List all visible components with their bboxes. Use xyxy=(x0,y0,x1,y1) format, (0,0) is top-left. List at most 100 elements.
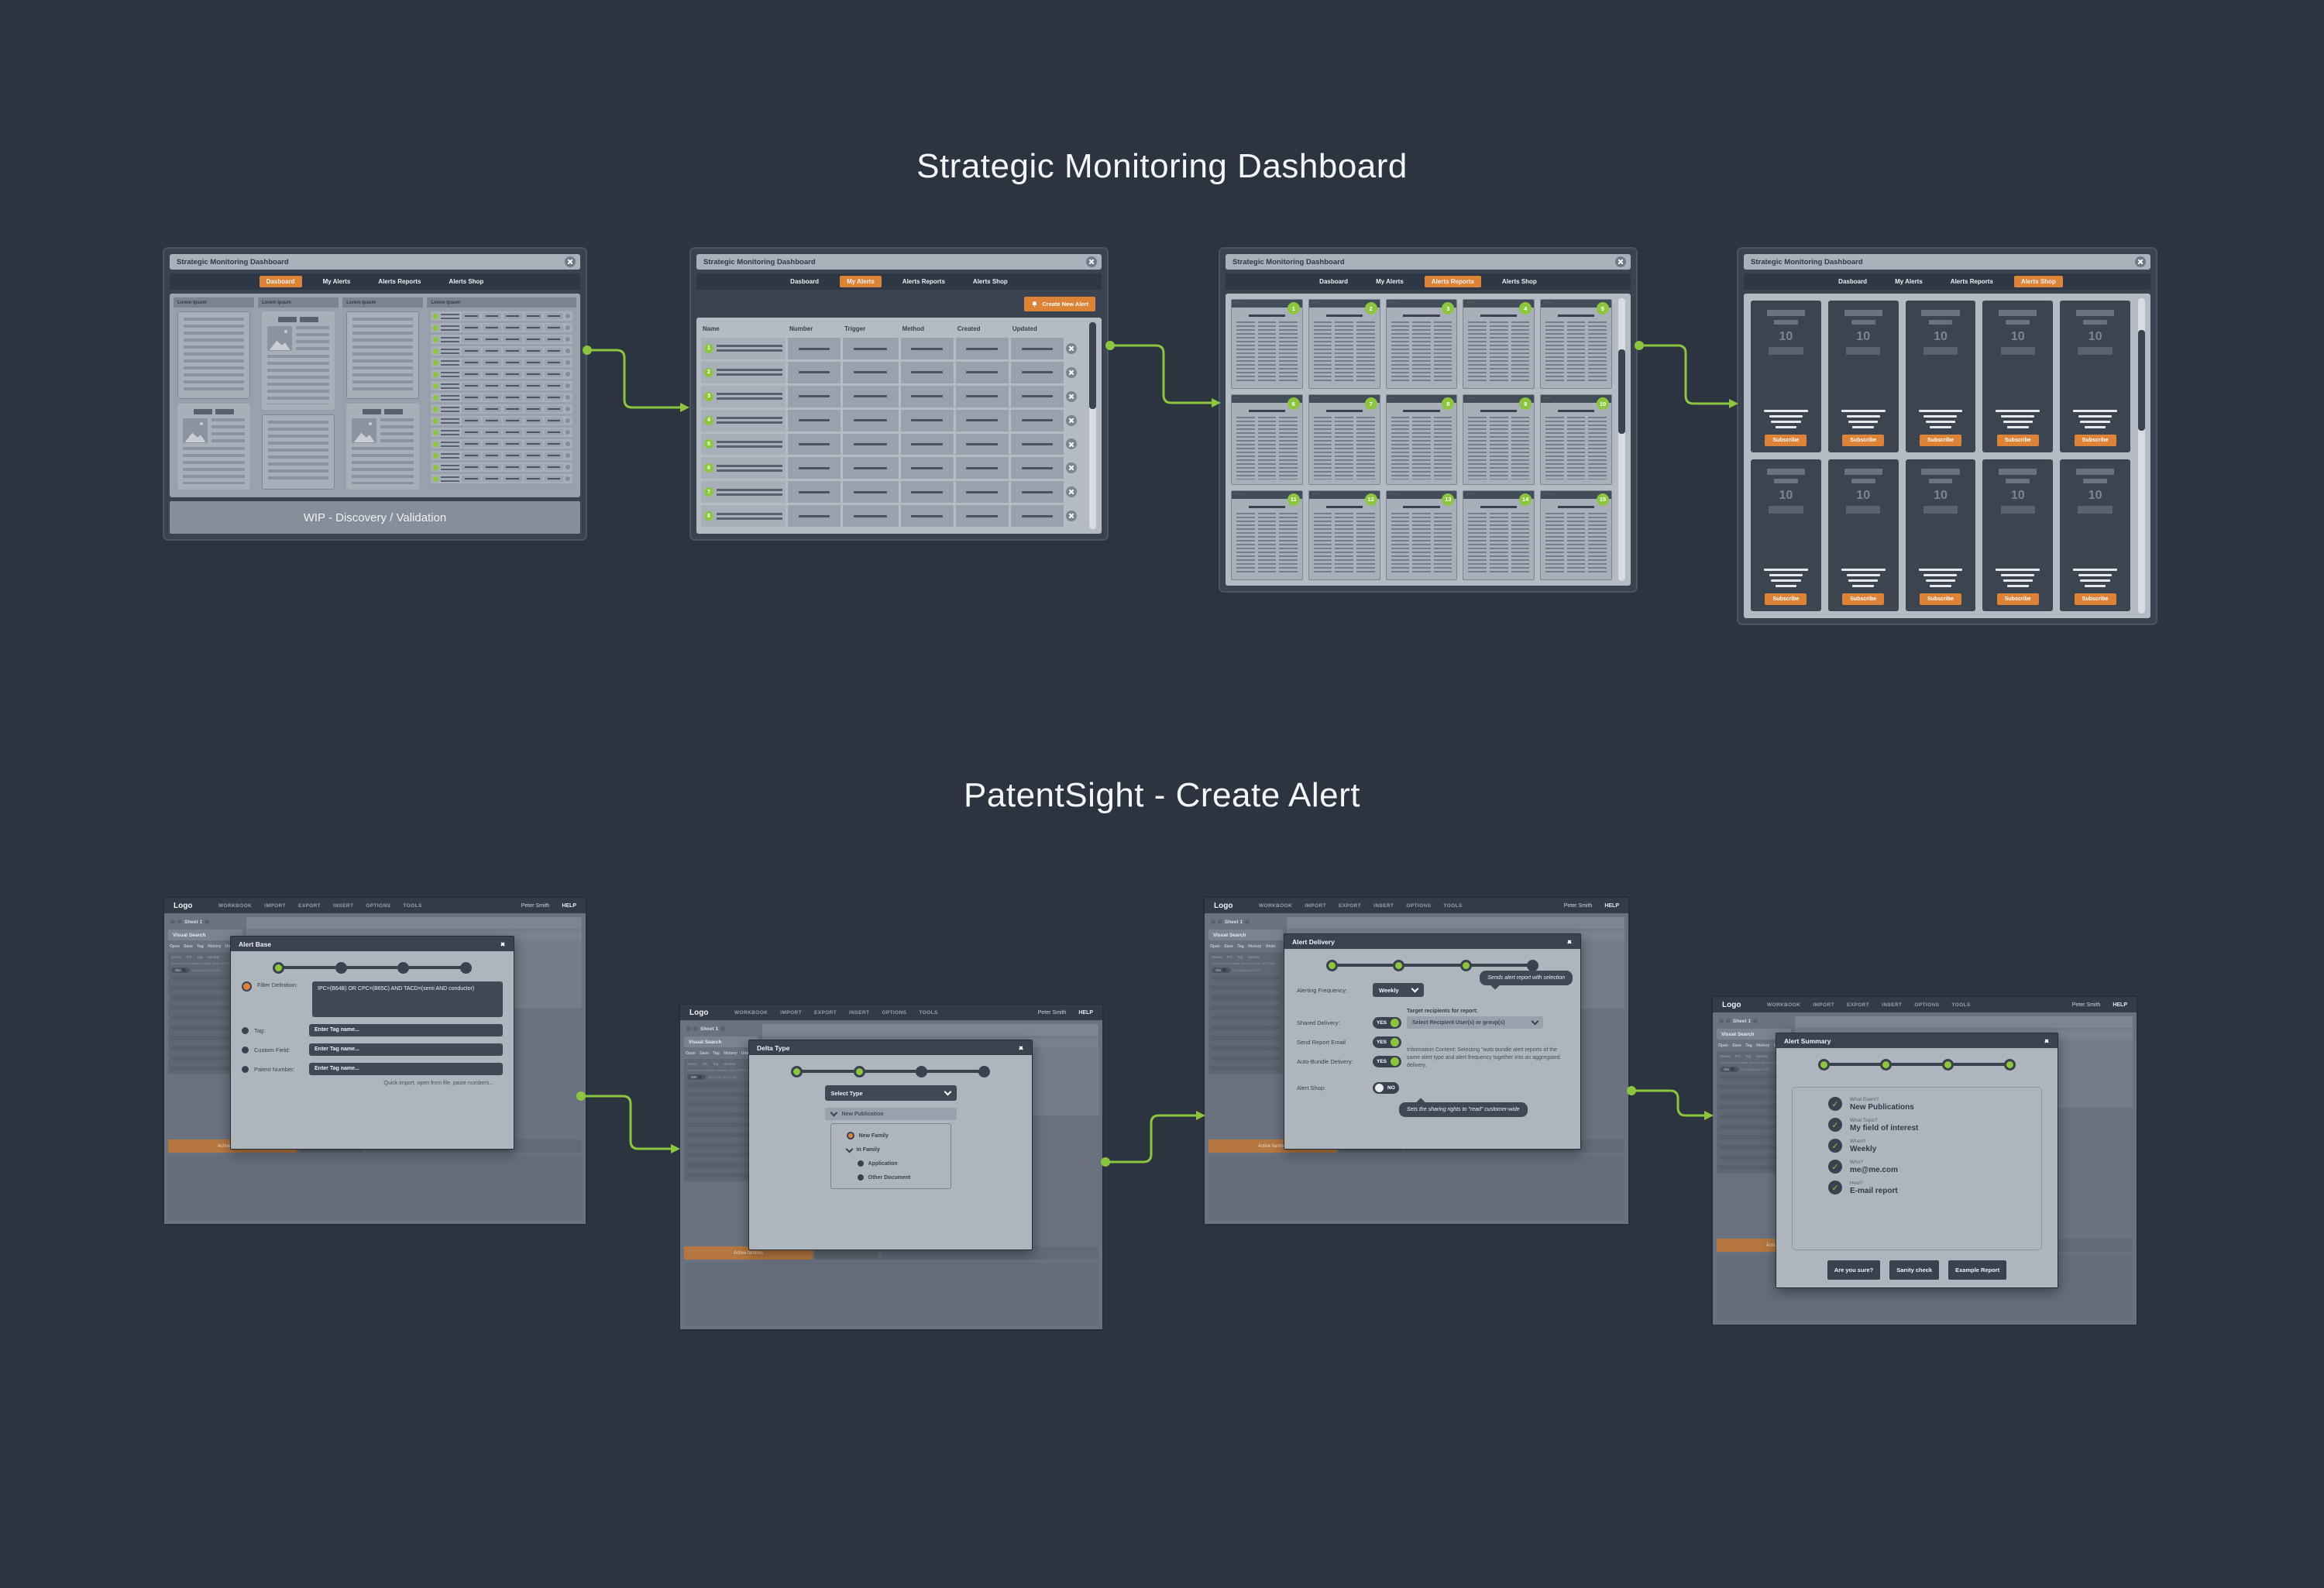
delete-row-button[interactable] xyxy=(1066,390,1077,402)
subscribe-button[interactable]: Subscribe xyxy=(1920,435,1961,446)
help-link[interactable]: HELP xyxy=(2113,1002,2127,1008)
tab-alerts-reports[interactable]: Alerts Reports xyxy=(1950,278,1993,285)
table-row[interactable]: 8 xyxy=(701,505,1083,527)
subscribe-button[interactable]: Subscribe xyxy=(1996,593,2039,605)
tab-dashboard[interactable]: Dasboard xyxy=(259,276,302,287)
option-application[interactable]: Application xyxy=(837,1160,944,1167)
radio[interactable] xyxy=(857,1174,864,1181)
tab-dashboard[interactable]: Dasboard xyxy=(1838,278,1868,285)
sheet-tabs[interactable]: Sheet 1 xyxy=(684,1024,758,1033)
close-icon[interactable] xyxy=(1565,938,1573,946)
tab-my-alerts[interactable]: My Alerts xyxy=(1376,278,1404,285)
radio-icon[interactable] xyxy=(566,349,571,353)
report-card[interactable]: ··· 4 xyxy=(1463,299,1535,390)
close-icon[interactable] xyxy=(2135,256,2146,267)
tab-dashboard[interactable]: Dasboard xyxy=(790,278,820,285)
tab-alerts-reports[interactable]: Alerts Reports xyxy=(1424,276,1481,287)
option-other-document[interactable]: Other Document xyxy=(837,1174,944,1181)
radio-icon[interactable] xyxy=(566,395,571,400)
report-card[interactable]: ··· 11 xyxy=(1231,490,1303,580)
delete-row-button[interactable] xyxy=(1066,342,1077,354)
delete-row-button[interactable] xyxy=(1066,414,1077,426)
radio[interactable] xyxy=(857,1160,864,1167)
close-icon[interactable] xyxy=(565,256,576,267)
user-name[interactable]: Peter Smith xyxy=(1037,1009,1067,1016)
subscribe-button[interactable]: Subscribe xyxy=(2074,593,2116,605)
card-menu[interactable]: ··· xyxy=(1463,490,1535,499)
send-report-email-toggle[interactable]: YES xyxy=(1373,1036,1402,1048)
menu-insert[interactable]: INSERT xyxy=(1882,1002,1903,1008)
sidebar-toolbar[interactable]: Open Save Tag History Undo xyxy=(686,1051,751,1056)
report-card[interactable]: ··· 10 xyxy=(1540,394,1612,485)
menu-options[interactable]: OPTIONS xyxy=(882,1009,907,1016)
card-menu[interactable]: ··· xyxy=(1308,300,1380,308)
card-menu[interactable]: ··· xyxy=(1463,395,1535,404)
close-icon[interactable] xyxy=(498,940,506,948)
card-menu[interactable]: ··· xyxy=(1232,300,1302,308)
report-card[interactable]: ··· 1 xyxy=(1231,299,1303,390)
user-name[interactable]: Peter Smith xyxy=(1563,902,1593,909)
radio-icon[interactable] xyxy=(566,372,571,376)
option-in-family[interactable]: In Family xyxy=(837,1145,944,1153)
radio-icon[interactable] xyxy=(566,337,571,342)
menu-tools[interactable]: TOOLS xyxy=(1443,902,1463,909)
table-row[interactable]: 4 xyxy=(701,409,1083,431)
menu-workbook[interactable]: WORKBOOK xyxy=(218,902,253,909)
table-row[interactable]: 6 xyxy=(701,457,1083,479)
close-icon[interactable] xyxy=(1016,1044,1024,1052)
card-menu[interactable]: ··· xyxy=(1232,490,1302,499)
delete-row-button[interactable] xyxy=(1066,510,1077,522)
sidebar-toolbar[interactable]: Open Save Tag History Undo xyxy=(170,944,235,949)
report-card[interactable]: ··· 13 xyxy=(1385,490,1458,580)
scrollbar[interactable] xyxy=(1089,322,1096,529)
menu-tools[interactable]: TOOLS xyxy=(919,1009,938,1016)
tab-dashboard[interactable]: Dasboard xyxy=(1319,278,1349,285)
subscribe-button[interactable]: Subscribe xyxy=(2074,435,2116,446)
report-card[interactable]: ··· 5 xyxy=(1540,299,1612,390)
sheet-tabs[interactable]: Sheet 1 xyxy=(1717,1016,1791,1026)
radio-icon[interactable] xyxy=(566,430,571,435)
radio-icon[interactable] xyxy=(566,360,571,365)
tab-my-alerts[interactable]: My Alerts xyxy=(1895,278,1923,285)
new-publication-item[interactable]: New Publication xyxy=(824,1108,957,1120)
on-toggle[interactable]: ON xyxy=(687,1074,706,1080)
tag-input[interactable]: Enter Tag name... xyxy=(309,1024,503,1036)
radio-icon[interactable] xyxy=(566,476,571,481)
sidebar-toolbar[interactable]: Open Save Tag History Undo xyxy=(1210,944,1276,949)
scrollbar[interactable] xyxy=(1618,298,1625,581)
card-menu[interactable]: ··· xyxy=(1386,300,1457,308)
delete-row-button[interactable] xyxy=(1066,366,1077,378)
alert-shop-toggle[interactable]: NO xyxy=(1373,1082,1399,1094)
radio-selected[interactable] xyxy=(846,1132,854,1139)
radio-icon[interactable] xyxy=(566,442,571,446)
help-link[interactable]: HELP xyxy=(1078,1009,1093,1016)
sheet-tabs[interactable]: Sheet 1 xyxy=(1208,917,1283,926)
menu-options[interactable]: OPTIONS xyxy=(366,902,391,909)
visual-search-panel[interactable]: Visual Search xyxy=(168,930,242,940)
auto-bundle-toggle[interactable]: YES xyxy=(1373,1056,1402,1067)
option-new-family[interactable]: New Family xyxy=(837,1132,944,1139)
tab-my-alerts[interactable]: My Alerts xyxy=(322,278,351,285)
menu-workbook[interactable]: WORKBOOK xyxy=(1259,902,1293,909)
close-icon[interactable] xyxy=(1086,256,1097,267)
radio-icon[interactable] xyxy=(566,418,571,423)
menu-insert[interactable]: INSERT xyxy=(849,1009,870,1016)
radio[interactable] xyxy=(242,1065,249,1073)
visual-search-panel[interactable]: Visual Search xyxy=(684,1036,758,1047)
sanity-check-button[interactable]: Sanity check xyxy=(1889,1260,1940,1280)
subscribe-button[interactable]: Subscribe xyxy=(1765,593,1807,605)
radio-icon[interactable] xyxy=(566,325,571,330)
table-row[interactable]: 2 xyxy=(701,361,1083,383)
report-card[interactable]: ··· 2 xyxy=(1308,299,1380,390)
radio-icon[interactable] xyxy=(566,407,571,411)
visual-search-panel[interactable]: Visual Search xyxy=(1208,930,1283,940)
menu-import[interactable]: IMPORT xyxy=(1813,1002,1834,1008)
tab-alerts-shop[interactable]: Alerts Shop xyxy=(1501,278,1537,285)
menu-export[interactable]: EXPORT xyxy=(813,1009,837,1016)
on-toggle[interactable]: ON xyxy=(1212,968,1230,973)
on-toggle[interactable]: ON xyxy=(171,968,190,973)
subscribe-button[interactable]: Subscribe xyxy=(1920,593,1961,605)
radio-icon[interactable] xyxy=(566,465,571,469)
menu-workbook[interactable]: WORKBOOK xyxy=(1767,1002,1801,1008)
card-menu[interactable]: ··· xyxy=(1541,300,1611,308)
